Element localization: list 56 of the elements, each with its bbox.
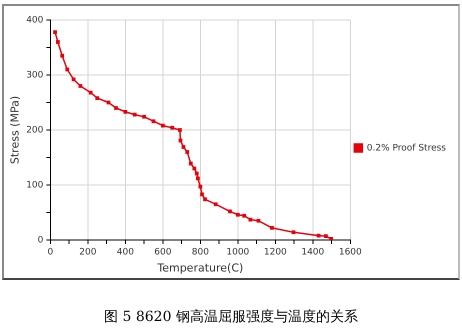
- y-tick-label: 0: [38, 235, 44, 246]
- point: [214, 202, 218, 206]
- point: [242, 214, 246, 218]
- y-tick-label: 100: [26, 180, 44, 190]
- point: [72, 78, 76, 82]
- point: [95, 96, 100, 100]
- point: [178, 138, 182, 142]
- point: [78, 84, 82, 88]
- point: [185, 150, 190, 154]
- point: [65, 68, 70, 72]
- x-axis-title: Temperature(C): [156, 261, 244, 274]
- y-tick-label: 200: [26, 125, 44, 136]
- x-tick-label: 600: [154, 248, 172, 258]
- point: [114, 106, 118, 110]
- point: [324, 234, 328, 238]
- x-tick-label: 400: [116, 248, 134, 258]
- x-tick-label: 1200: [264, 248, 288, 258]
- point: [142, 114, 146, 119]
- point: [170, 126, 174, 130]
- x-tick-label: 0: [48, 248, 54, 258]
- point: [196, 176, 200, 180]
- point: [270, 226, 274, 230]
- point: [236, 212, 240, 217]
- point: [160, 124, 165, 128]
- point: [200, 192, 204, 196]
- point: [198, 184, 202, 189]
- point: [53, 30, 57, 34]
- y-tick-label: 400: [26, 15, 44, 26]
- text: 图 5 8620 钢高温屈服强度与温度的关系: [103, 308, 359, 326]
- legend-label: 0.2% Proof Stress: [366, 143, 446, 154]
- point: [123, 110, 128, 114]
- point: [132, 112, 137, 116]
- point: [88, 90, 93, 94]
- point: [228, 210, 232, 214]
- point: [203, 197, 207, 202]
- point: [192, 166, 196, 170]
- point: [292, 230, 296, 234]
- x-tick-label: 200: [79, 248, 97, 258]
- point: [194, 172, 199, 176]
- x-tick-label: 1400: [301, 248, 325, 258]
- point: [248, 218, 252, 222]
- y-axis-title: Stress (MPa): [8, 96, 22, 164]
- point: [329, 237, 334, 240]
- x-tick-label: 1000: [226, 248, 250, 258]
- point: [60, 54, 64, 58]
- point: [56, 40, 60, 44]
- x-tick-label: 800: [192, 248, 210, 258]
- y-tick-label: 300: [26, 70, 44, 80]
- point: [188, 162, 193, 166]
- point: [256, 218, 260, 223]
- point: [106, 100, 110, 104]
- point: [182, 145, 186, 149]
- point: [178, 128, 182, 132]
- point: [316, 234, 321, 238]
- x-tick-label: 1600: [338, 248, 362, 258]
- point: [152, 119, 156, 124]
